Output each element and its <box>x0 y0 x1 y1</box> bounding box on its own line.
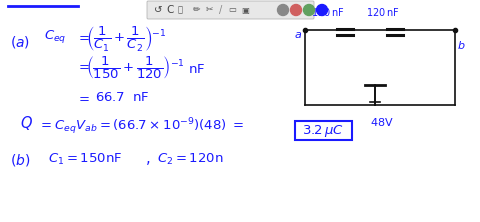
Text: $= C_{eq}V_{ab} = (66.7\times10^{-9})(48)\ =$: $= C_{eq}V_{ab} = (66.7\times10^{-9})(48… <box>38 116 244 137</box>
Circle shape <box>303 4 314 16</box>
Text: $(a)$: $(a)$ <box>10 34 30 50</box>
Text: ▣: ▣ <box>241 6 249 14</box>
Text: ✏: ✏ <box>193 6 201 14</box>
Text: $a$: $a$ <box>294 30 302 40</box>
FancyBboxPatch shape <box>147 1 314 19</box>
Text: $(b)$: $(b)$ <box>10 152 30 168</box>
Bar <box>295 121 352 140</box>
Text: $=$: $=$ <box>76 59 90 72</box>
Text: ▭: ▭ <box>228 6 236 14</box>
Text: $\mathrm{nF}$: $\mathrm{nF}$ <box>188 63 205 76</box>
Text: $48\mathrm{V}$: $48\mathrm{V}$ <box>370 116 394 128</box>
Text: C: C <box>166 5 173 15</box>
Text: ✂: ✂ <box>206 6 214 14</box>
Text: $b$: $b$ <box>457 39 466 51</box>
Text: $=$: $=$ <box>76 30 90 43</box>
Circle shape <box>290 4 301 16</box>
Text: $C_1 = 150\mathrm{nF}$: $C_1 = 150\mathrm{nF}$ <box>48 152 122 167</box>
Text: $\left(\dfrac{1}{150}+\dfrac{1}{120}\right)^{-1}$: $\left(\dfrac{1}{150}+\dfrac{1}{120}\rig… <box>86 54 185 81</box>
Text: $\left(\dfrac{1}{C_1}+\dfrac{1}{C_2}\right)^{-1}$: $\left(\dfrac{1}{C_1}+\dfrac{1}{C_2}\rig… <box>86 24 167 53</box>
Text: $C_2 = 120\mathrm{n}$: $C_2 = 120\mathrm{n}$ <box>157 152 223 167</box>
Circle shape <box>316 4 327 16</box>
Text: $Q$: $Q$ <box>20 114 33 132</box>
Text: $C_{eq}$: $C_{eq}$ <box>44 28 67 45</box>
Text: ↺: ↺ <box>154 5 163 15</box>
Text: $120\,\mathrm{nF}$: $120\,\mathrm{nF}$ <box>366 6 400 18</box>
Text: /: / <box>219 5 222 15</box>
Text: $66.7\ \ \mathrm{nF}$: $66.7\ \ \mathrm{nF}$ <box>95 91 149 104</box>
Text: $150\,\mathrm{nF}$: $150\,\mathrm{nF}$ <box>312 6 345 18</box>
Text: 🔍: 🔍 <box>178 6 183 14</box>
Text: $=$: $=$ <box>76 91 90 104</box>
Text: $,$: $,$ <box>145 152 150 167</box>
Circle shape <box>277 4 288 16</box>
Text: $3.2\,\mu C$: $3.2\,\mu C$ <box>302 123 345 139</box>
